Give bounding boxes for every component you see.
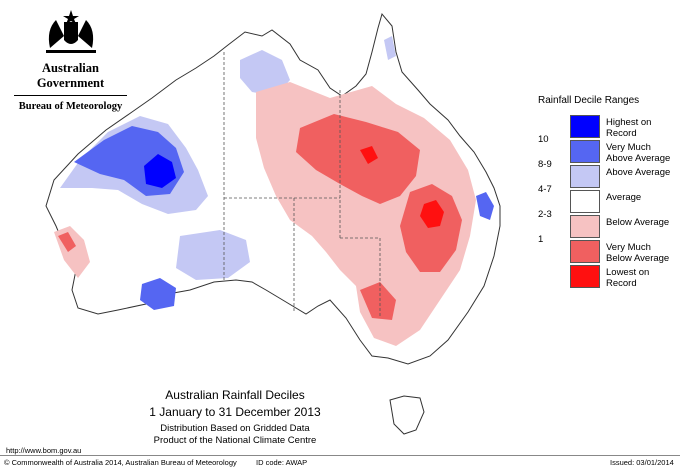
legend-tick: 8-9 (538, 159, 552, 170)
legend-tick: 2-3 (538, 209, 552, 220)
footer-id-code: ID code: AWAP (256, 458, 308, 467)
legend-label: Very Much Above Average (606, 142, 671, 164)
map-title: Australian Rainfall Deciles (165, 388, 305, 402)
footer: © Commonwealth of Australia 2014, Austra… (0, 455, 680, 468)
legend-label: Highest on Record (606, 117, 652, 139)
region-very-much-below-central (296, 114, 420, 204)
legend-tick: 1 (538, 234, 544, 245)
legend-item: Highest on Record (538, 115, 678, 140)
legend-item: 10 Very Much Above Average (538, 134, 678, 165)
legend-tick: 10 (538, 134, 549, 145)
legend-label: Lowest on Record (606, 267, 650, 289)
region-lowest-central (360, 146, 378, 164)
bureau-title: Bureau of Meteorology (18, 101, 123, 112)
legend-title: Rainfall Decile Ranges (538, 95, 640, 106)
state-borders (223, 52, 381, 318)
header-divider (14, 95, 127, 96)
legend-label: Very Much Below Average (606, 242, 670, 264)
legend-swatch (570, 115, 600, 138)
region-above-average-cape (384, 36, 396, 60)
legend-label: Above Average (606, 167, 671, 178)
region-highest-wa (144, 154, 176, 188)
region-very-much-below-qld (400, 184, 462, 272)
legend-swatch (570, 190, 600, 213)
region-very-much-below-wa (58, 232, 76, 252)
legend-item: Lowest on Record (538, 265, 678, 290)
map-period: 1 January to 31 December 2013 (149, 405, 321, 419)
map-distribution-note: Distribution Based on Gridded Data (160, 423, 310, 434)
footer-copyright: © Commonwealth of Australia 2014, Austra… (4, 458, 237, 467)
government-title: Australian Government (36, 61, 105, 90)
region-very-much-above-qld-coast (476, 192, 494, 220)
website-url[interactable]: http://www.bom.gov.au (6, 446, 82, 455)
coat-of-arms-icon (45, 10, 96, 53)
region-below-average-sa (360, 282, 396, 320)
tasmania (389, 395, 425, 435)
region-above-average-wa-south (176, 230, 250, 280)
legend-item: 8-9 Above Average (538, 159, 678, 190)
legend-item: 4-7 Average (538, 184, 678, 215)
legend-item: 1 Very Much Below Average (538, 234, 678, 265)
legend-swatch (570, 215, 600, 238)
region-very-much-above-wa-south (140, 278, 176, 310)
region-above-average-nt (240, 50, 290, 96)
government-header: Australian Government Bureau of Meteorol… (8, 8, 133, 112)
map-product-note: Product of the National Climate Centre (153, 435, 317, 446)
legend-label: Average (606, 192, 642, 203)
legend-swatch (570, 265, 600, 288)
footer-issued: Issued: 03/01/2014 (610, 458, 674, 467)
legend-label: Below Average (606, 217, 670, 228)
legend-tick: 4-7 (538, 184, 552, 195)
legend-swatch (570, 165, 600, 188)
region-lowest-qld (420, 200, 444, 228)
legend-swatch (570, 140, 600, 163)
legend-swatch (570, 240, 600, 263)
legend-item: 2-3 Below Average (538, 209, 678, 240)
